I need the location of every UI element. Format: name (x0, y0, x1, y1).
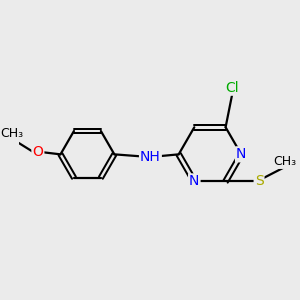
Text: CH₃: CH₃ (274, 155, 297, 168)
Text: N: N (189, 174, 200, 188)
Text: CH₃: CH₃ (0, 128, 23, 140)
Text: S: S (255, 174, 263, 188)
Text: NH: NH (140, 149, 161, 164)
Text: N: N (236, 147, 246, 161)
Text: Cl: Cl (225, 81, 239, 95)
Text: O: O (32, 145, 43, 159)
